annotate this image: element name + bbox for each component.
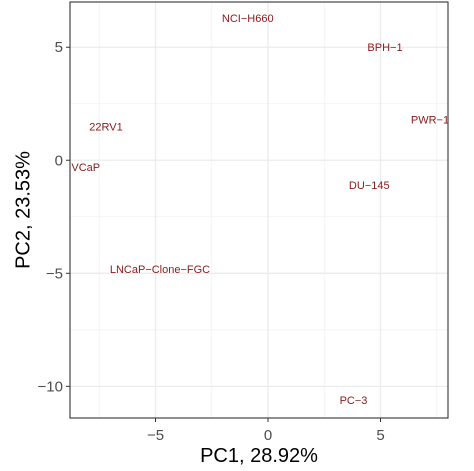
point-label: NCI−H660: [222, 13, 274, 25]
minor-gridlines: [70, 2, 448, 418]
point-label: 22RV1: [89, 121, 122, 133]
major-gridlines: [70, 2, 448, 418]
plot-panel-border: [69, 1, 449, 419]
point-label: BPH−1: [367, 42, 402, 54]
point-label: DU−145: [349, 180, 390, 192]
x-tick-label: 5: [376, 427, 384, 444]
point-labels: NCI−H660 BPH−1 22RV1 PWR−1 VCaP DU−145 LNCaP−C…: [71, 13, 449, 407]
x-tick-label: −5: [147, 427, 164, 444]
y-tick-label: −5: [46, 265, 63, 282]
point-label: VCaP: [71, 162, 100, 174]
y-tick-label: 5: [55, 39, 63, 56]
x-tick-label: 0: [264, 427, 272, 444]
point-label: PC−3: [340, 395, 368, 407]
y-tick-label: 0: [55, 152, 63, 169]
x-axis-ticks: −5 0 5: [147, 418, 385, 444]
x-axis-title: PC1, 28.92%: [200, 445, 318, 467]
y-axis-title: PC2, 23.53%: [12, 151, 34, 269]
point-label: PWR−1: [411, 115, 449, 127]
y-tick-label: −10: [38, 378, 63, 395]
y-axis-ticks: −10 −5 0 5: [38, 39, 70, 395]
point-label: LNCaP−Clone−FGC: [110, 264, 210, 276]
